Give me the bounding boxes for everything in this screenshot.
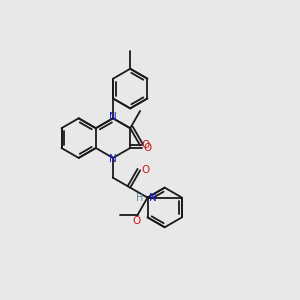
Text: N: N [149, 193, 157, 202]
Text: O: O [142, 165, 150, 176]
Text: O: O [142, 140, 150, 150]
Text: H: H [136, 193, 143, 202]
Text: N: N [109, 154, 117, 164]
Text: O: O [143, 142, 152, 152]
Text: O: O [133, 216, 141, 226]
Text: N: N [109, 112, 117, 122]
